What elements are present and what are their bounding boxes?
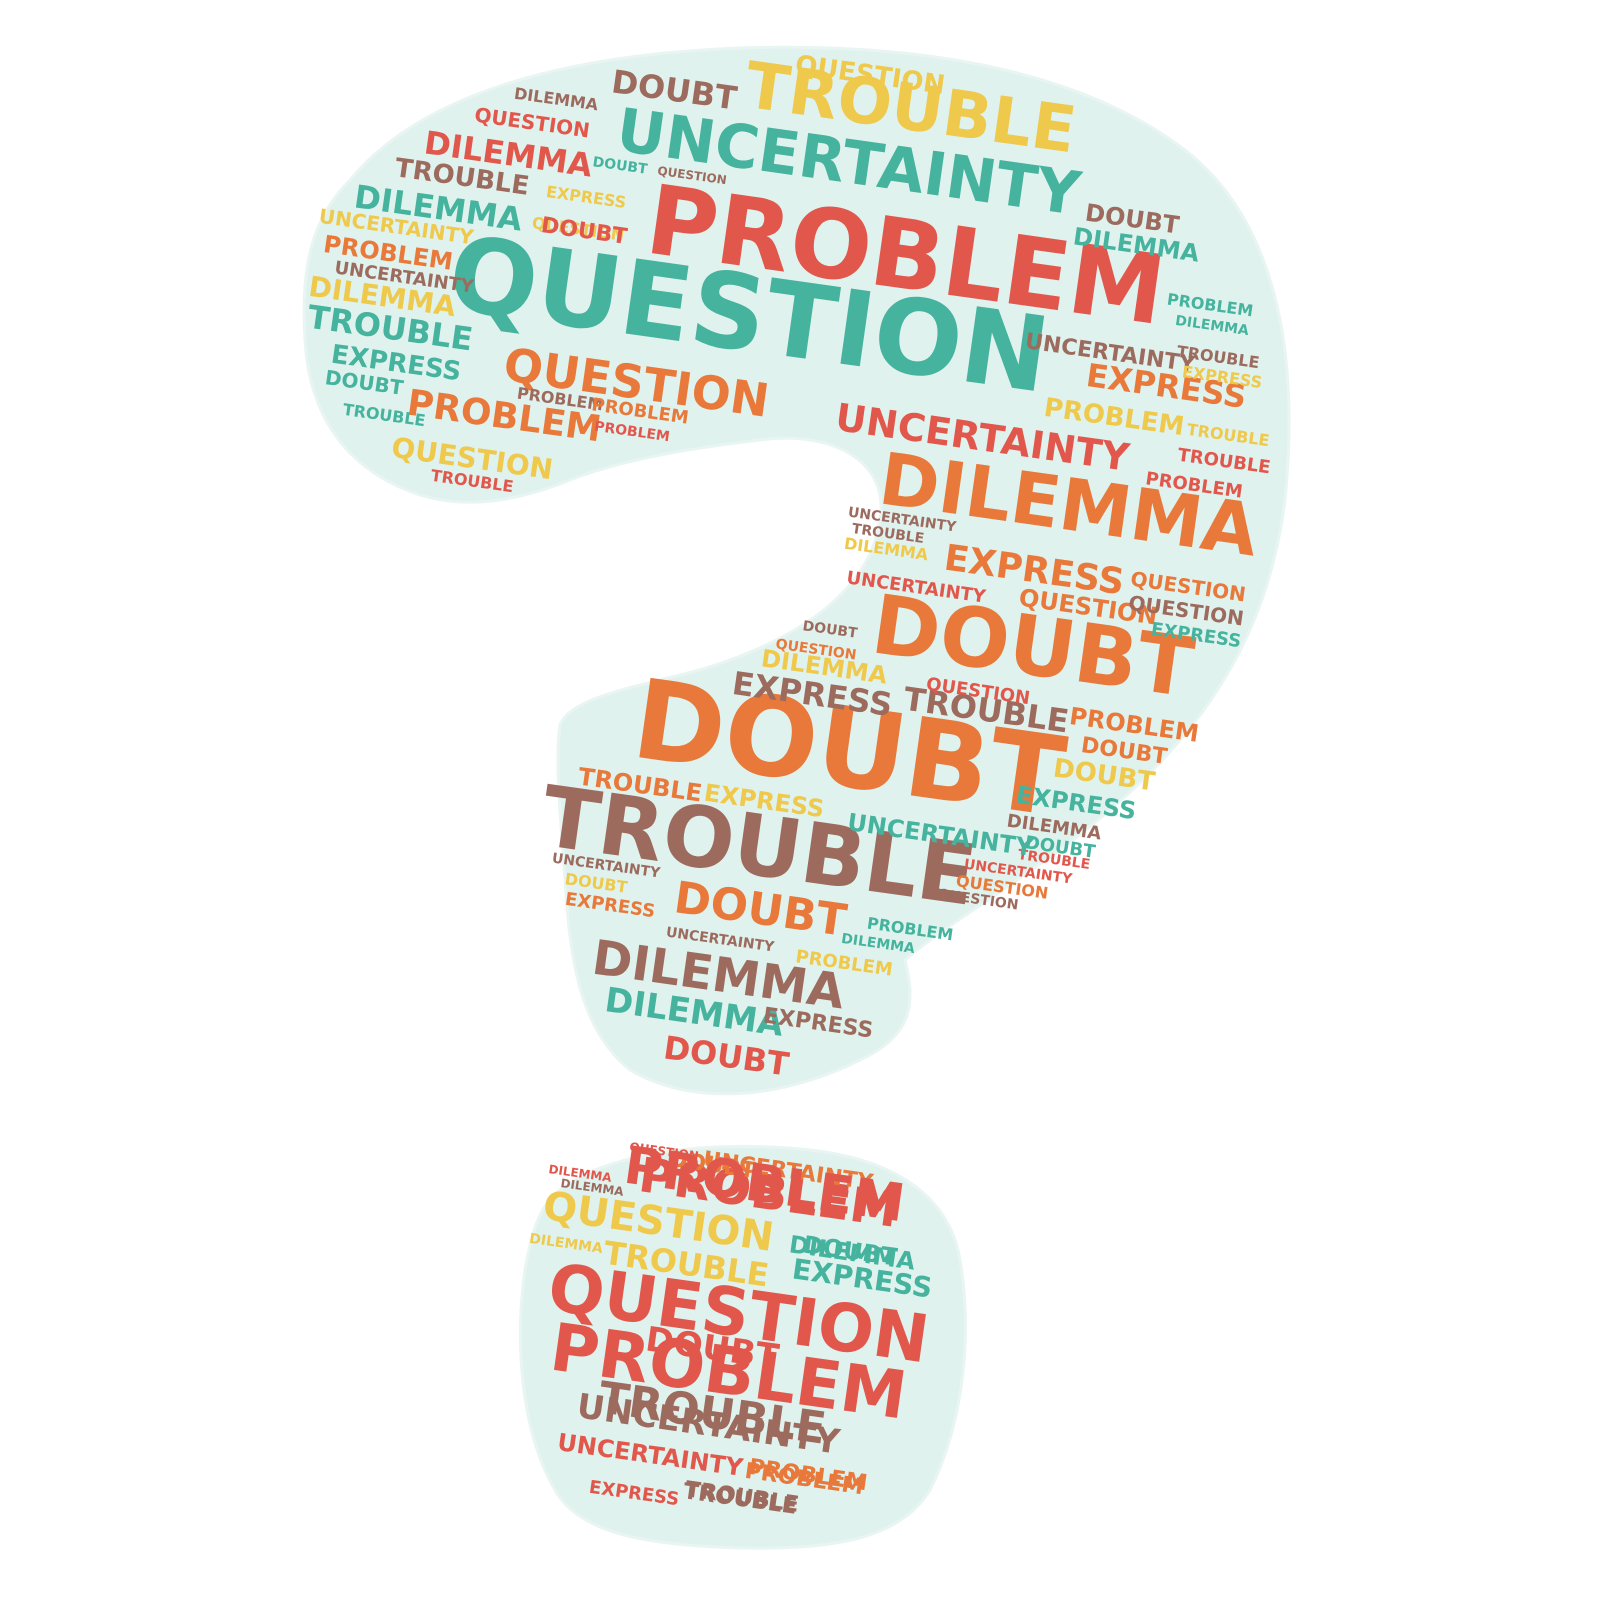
question-mark-shape	[302, 45, 1291, 1550]
question-mark-hook	[302, 45, 1291, 1096]
word-cloud-words: PROBLEM QUESTION UNCERTAINTY TROUBLE DIL…	[305, 49, 1272, 1520]
question-mark-dot	[518, 1144, 967, 1550]
word: DOUBT	[592, 154, 649, 178]
word: DOUBT	[802, 618, 859, 642]
